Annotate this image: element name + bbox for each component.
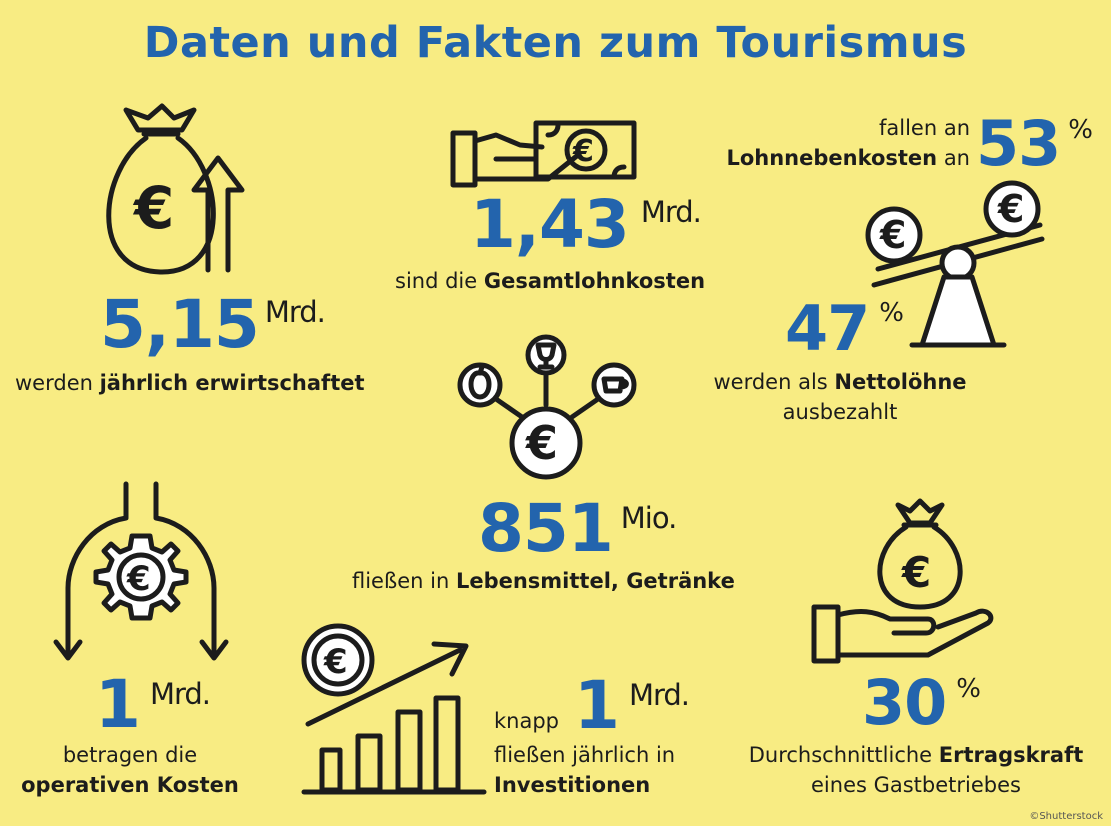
gear-euro-arrows-icon: € bbox=[53, 481, 229, 661]
wages-text: sind die Gesamtlohnkosten bbox=[395, 269, 706, 293]
food-drinks-euro-icon: € bbox=[457, 334, 637, 480]
hand-banknote-icon: € bbox=[450, 120, 637, 188]
svg-text:€: € bbox=[126, 559, 151, 599]
investments-text: fließen jährlich in Investitionen bbox=[494, 743, 676, 797]
ancillary-text-line2: Lohnnebenkosten an bbox=[726, 146, 970, 170]
svg-text:€: € bbox=[997, 187, 1024, 231]
ancillary-text-line1: fallen an bbox=[878, 116, 970, 140]
money-bag-arrow-icon: € bbox=[106, 103, 245, 275]
hand-money-bag-icon: € bbox=[811, 498, 994, 664]
revenue-value: 5,15 Mrd. bbox=[100, 286, 326, 363]
food-value: 851 Mio. bbox=[478, 490, 677, 567]
image-credit: ©Shutterstock bbox=[1029, 811, 1103, 822]
svg-text:€: € bbox=[132, 174, 174, 242]
svg-text:€: € bbox=[525, 416, 558, 470]
svg-text:€: € bbox=[901, 548, 931, 597]
operating-text: betragen die operativen Kosten bbox=[21, 743, 239, 797]
food-text: fließen in Lebensmittel, Getränke bbox=[352, 569, 735, 593]
profit-text: Durchschnittliche Ertragskraft eines Gas… bbox=[748, 743, 1084, 797]
page-title: Daten und Fakten zum Tourismus bbox=[143, 18, 968, 68]
net-wages-text: werden als Nettolöhne ausbezahlt bbox=[713, 370, 967, 424]
svg-text:€: € bbox=[879, 213, 906, 257]
profit-value: 30% bbox=[862, 666, 981, 739]
investments-pre: knapp bbox=[494, 709, 559, 733]
ancillary-value: 53% bbox=[976, 107, 1093, 180]
coin-growth-chart-icon: € bbox=[301, 623, 487, 795]
balance-scale-coins-icon: € € bbox=[865, 180, 1045, 348]
net-wages-value: 47% bbox=[785, 292, 904, 365]
operating-value: 1 Mrd. bbox=[95, 666, 211, 743]
svg-text:€: € bbox=[572, 134, 594, 169]
investments-value: 1 Mrd. bbox=[574, 667, 690, 744]
revenue-text: werden jährlich erwirtschaftet bbox=[15, 371, 365, 395]
wages-value: 1,43 Mrd. bbox=[470, 186, 702, 263]
svg-text:€: € bbox=[323, 642, 348, 682]
